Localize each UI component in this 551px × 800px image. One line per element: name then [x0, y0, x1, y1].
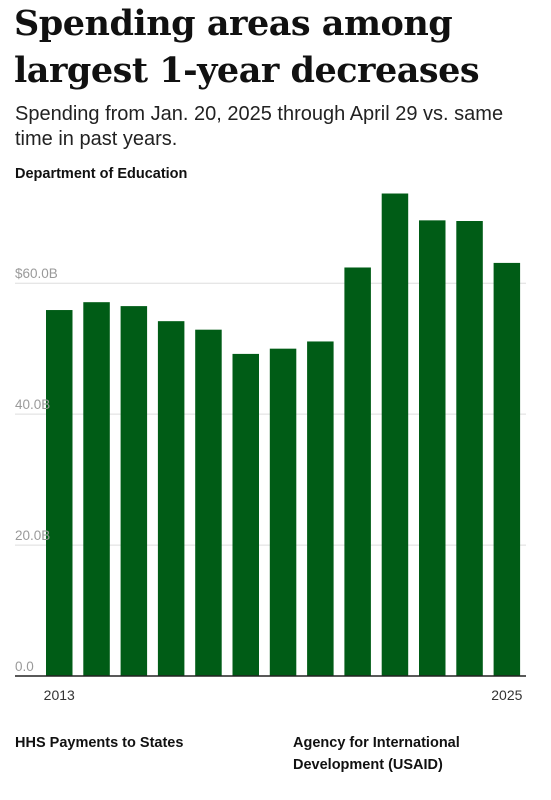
y-tick-label: $60.0B: [15, 266, 58, 281]
bar: [493, 262, 521, 676]
bar: [46, 310, 73, 676]
bar: [419, 220, 446, 677]
x-axis-labels: 2013 2025: [44, 687, 523, 703]
y-tick-label: 0.0: [15, 659, 34, 674]
y-tick-label: 40.0B: [15, 397, 50, 412]
bar: [344, 267, 371, 676]
bar: [456, 221, 483, 677]
bar: [307, 341, 334, 676]
chart-title: Department of Education: [15, 166, 188, 182]
bar: [83, 302, 110, 676]
bar: [381, 193, 409, 676]
bars: [46, 193, 521, 677]
bar: [157, 321, 185, 676]
bar: [269, 348, 297, 676]
chart-link-hhs-payments[interactable]: HHS Payments to States: [15, 735, 184, 751]
x-tick-label: 2013: [44, 687, 75, 703]
y-tick-label: 20.0B: [15, 528, 50, 543]
bar: [232, 353, 259, 676]
headline: Spending areas among largest 1-year decr…: [14, 3, 480, 91]
chart-link-usaid[interactable]: Agency for International Development (US…: [293, 735, 460, 773]
subheadline: Spending from Jan. 20, 2025 through Apri…: [15, 103, 504, 150]
y-axis-labels: 0.0 20.0B 40.0B $60.0B: [15, 266, 58, 674]
bar: [120, 306, 148, 676]
bar: [195, 329, 222, 676]
x-tick-label: 2025: [491, 687, 522, 703]
